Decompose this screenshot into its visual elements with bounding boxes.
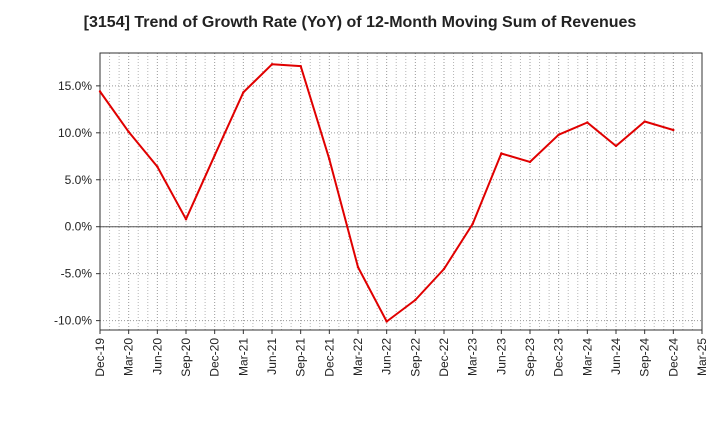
- data-point: [471, 222, 474, 226]
- data-point: [414, 298, 417, 302]
- data-point: [98, 90, 102, 93]
- data-point: [184, 218, 188, 221]
- x-tick-label: Mar-22: [351, 338, 365, 376]
- x-tick-label: Sep-23: [523, 338, 537, 377]
- data-point: [614, 144, 618, 148]
- data-point: [442, 267, 446, 271]
- data-point: [672, 128, 675, 132]
- data-point: [557, 133, 560, 136]
- y-tick-label: -5.0%: [61, 267, 93, 281]
- data-point: [356, 265, 360, 269]
- data-point: [500, 152, 503, 155]
- x-tick-label: Jun-24: [609, 338, 623, 375]
- x-tick-label: Dec-24: [666, 338, 680, 377]
- x-tick-label: Jun-22: [380, 338, 394, 375]
- y-tick-label: 5.0%: [65, 173, 93, 187]
- x-tick-label: Mar-21: [236, 338, 250, 376]
- x-tick-label: Mar-23: [466, 338, 480, 376]
- x-tick-label: Mar-20: [122, 338, 136, 376]
- x-tick-label: Mar-25: [695, 338, 709, 376]
- x-tick-label: Dec-19: [93, 338, 107, 377]
- x-tick-label: Jun-21: [265, 338, 279, 375]
- data-point: [156, 165, 159, 168]
- data-point: [299, 64, 302, 68]
- x-tick-label: Sep-21: [294, 338, 308, 377]
- data-point: [213, 154, 216, 157]
- data-point: [528, 160, 532, 164]
- x-tick-label: Dec-20: [208, 338, 222, 377]
- data-point: [643, 120, 646, 123]
- y-tick-label: -10.0%: [54, 314, 92, 328]
- x-tick-label: Sep-20: [179, 338, 193, 377]
- x-tick-label: Jun-20: [150, 338, 164, 375]
- x-tick-label: Mar-24: [580, 338, 594, 376]
- data-point: [328, 157, 331, 161]
- y-tick-label: 10.0%: [58, 126, 92, 140]
- y-tick-label: 15.0%: [58, 79, 92, 93]
- data-point: [127, 130, 130, 134]
- x-tick-label: Sep-24: [638, 338, 652, 377]
- x-tick-label: Jun-23: [494, 338, 508, 375]
- data-point: [242, 91, 245, 94]
- data-point: [586, 121, 589, 124]
- x-tick-label: Dec-23: [552, 338, 566, 377]
- chart-title: [3154] Trend of Growth Rate (YoY) of 12-…: [83, 14, 637, 31]
- x-tick-label: Dec-21: [322, 338, 336, 377]
- x-tick-label: Sep-22: [408, 338, 422, 377]
- data-point: [385, 320, 388, 323]
- x-tick-label: Dec-22: [437, 338, 451, 377]
- y-tick-label: 0.0%: [65, 220, 93, 234]
- plot-frame: [99, 52, 703, 331]
- plot-area: [100, 53, 702, 330]
- data-point: [270, 63, 274, 66]
